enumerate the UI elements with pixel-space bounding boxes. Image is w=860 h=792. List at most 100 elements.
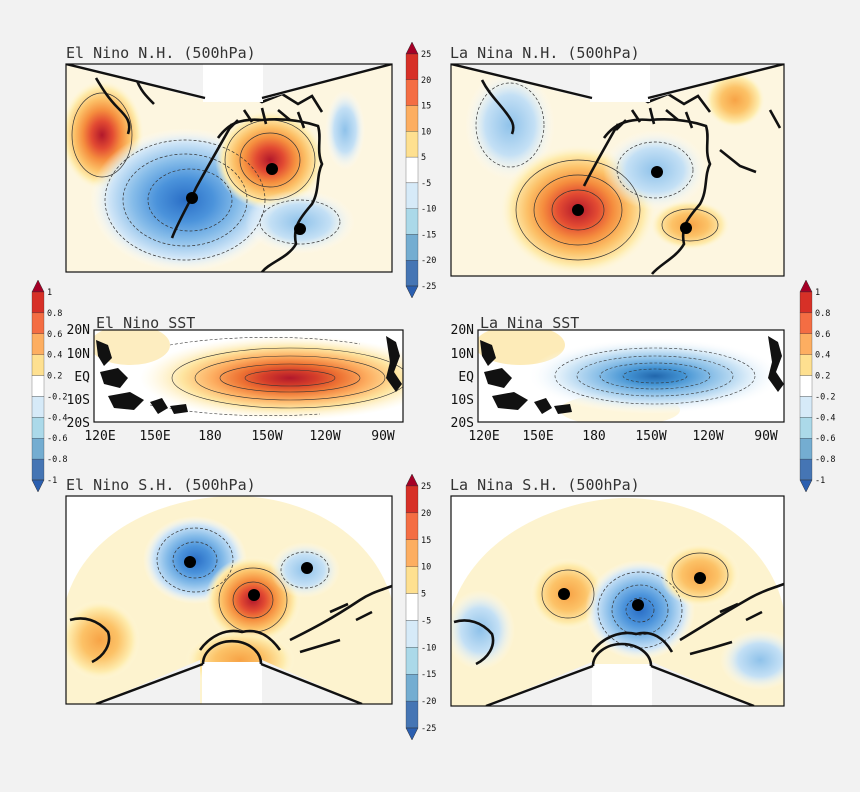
- map-frame: [93, 329, 404, 423]
- panel-la-nina-sh: La Nina S.H. (500hPa): [450, 476, 785, 707]
- colorbar-tick-label: -0.4: [815, 413, 835, 423]
- colorbar-tick-label: -10: [421, 643, 436, 653]
- lon-tick-label: 150W: [635, 429, 666, 444]
- colorbar-tick-label: -0.6: [815, 434, 835, 444]
- colorbar-tick-label: 1: [815, 288, 820, 298]
- lat-tick-label: 10N: [451, 347, 474, 362]
- lat-axis: 20N 10N EQ 10S 20S: [67, 323, 91, 431]
- coastlines: [96, 336, 402, 414]
- colorbar-tick-label: -0.4: [47, 413, 67, 423]
- colorbar-tick-label: -25: [421, 724, 436, 734]
- colorbar-tick-label: -15: [421, 230, 436, 240]
- colorbar-tick-label: -0.2: [815, 392, 835, 402]
- colorbar-bin: [799, 354, 813, 376]
- coastlines: [453, 582, 784, 666]
- colorbar-bin: [405, 131, 419, 158]
- contours-negative: [475, 82, 694, 199]
- colorbar-bin: [405, 208, 419, 235]
- panel-title: El Nino SST: [96, 314, 195, 332]
- center-marker: [694, 572, 706, 584]
- lon-tick-label: 150E: [139, 429, 170, 444]
- lat-axis: 20N 10N EQ 10S 20S: [451, 323, 475, 431]
- panel-la-nina-nh: La Nina N.H. (500hPa): [450, 44, 785, 277]
- lon-tick-label: 90W: [754, 429, 778, 444]
- colorbar-bin: [405, 539, 419, 567]
- colorbar-arrow-top: [405, 41, 419, 55]
- lat-tick-label: 20N: [67, 323, 90, 338]
- anomaly-positive-north-america: [215, 110, 325, 210]
- lon-tick-label: 120W: [309, 429, 340, 444]
- center-marker: [651, 166, 663, 178]
- contours-positive: [541, 552, 729, 619]
- center-marker: [248, 589, 260, 601]
- colorbar-tick-label: 0.4: [47, 351, 62, 361]
- panel-title: El Nino N.H. (500hPa): [66, 44, 256, 62]
- colorbar-arrow-top: [31, 279, 45, 293]
- colorbar-tick-label: -25: [421, 282, 436, 292]
- lon-tick-label: 180: [582, 429, 605, 444]
- colorbar-arrow-bottom: [405, 727, 419, 741]
- lat-tick-label: 10S: [451, 393, 474, 408]
- center-marker: [632, 599, 644, 611]
- colorbar-tick-label: -20: [421, 256, 436, 266]
- center-marker: [186, 192, 198, 204]
- colorbar-tick-label: 15: [421, 536, 431, 546]
- colorbar-tick-label: -0.8: [815, 455, 835, 465]
- colorbar-bin: [405, 674, 419, 702]
- colorbar-bin: [405, 512, 419, 540]
- colorbar-sst-right: 1 0.8 0.6 0.4 0.2 -0.2 -0.4 -0.6 -0.8 -1: [799, 279, 835, 493]
- center-marker: [301, 562, 313, 574]
- colorbar-bin: [799, 417, 813, 439]
- colorbar-bin: [405, 234, 419, 261]
- colorbar-bin: [799, 312, 813, 334]
- colorbar-tick-label: 10: [421, 127, 431, 137]
- colorbar-bin: [405, 182, 419, 209]
- colorbar-tick-label: 20: [421, 76, 431, 86]
- colorbar-bin: [799, 458, 813, 481]
- center-marker: [294, 223, 306, 235]
- colorbar-tick-label: 1: [47, 288, 52, 298]
- lon-tick-label: 120E: [84, 429, 115, 444]
- colorbar-bin: [405, 566, 419, 594]
- colorbar-arrow-top: [405, 473, 419, 487]
- colorbar-tick-label: -20: [421, 697, 436, 707]
- colorbar-tick-label: -5: [421, 179, 431, 189]
- colorbar-tick-label: 25: [421, 482, 431, 492]
- coastlines: [480, 79, 782, 275]
- colorbar-bin: [31, 458, 45, 481]
- panel-el-nino-sst: El Nino SST 20N 10N EQ 10S 20S 120E 150E…: [67, 314, 404, 444]
- lat-tick-label: 10N: [67, 347, 90, 362]
- colorbar-tick-label: 0.8: [47, 309, 62, 319]
- colorbar-bin: [799, 438, 813, 460]
- coastlines: [480, 336, 784, 414]
- lat-tick-label: 10S: [67, 393, 90, 408]
- colorbar-bin: [31, 396, 45, 418]
- colorbar-bin: [405, 485, 419, 514]
- panel-el-nino-sh: El Nino S.H. (500hPa): [65, 476, 393, 705]
- coastlines: [94, 77, 324, 272]
- colorbar-sst-left: 1 0.8 0.6 0.4 0.2 -0.2 -0.4 -0.6 -0.8 -1: [31, 279, 67, 493]
- colorbar-tick-label: -0.2: [47, 392, 67, 402]
- colorbar-tick-label: -15: [421, 670, 436, 680]
- colorbar-nh: 25 20 15 10 5 -5 -10 -15 -20 -25: [405, 41, 436, 299]
- colorbar-bin: [31, 417, 45, 439]
- lon-tick-label: 120E: [468, 429, 499, 444]
- panel-title: La Nina N.H. (500hPa): [450, 44, 640, 62]
- colorbar-bin: [799, 375, 813, 397]
- colorbar-bin: [31, 291, 45, 314]
- coastlines: [69, 584, 392, 664]
- center-marker: [572, 204, 584, 216]
- lat-tick-label: 20S: [67, 416, 90, 431]
- colorbar-bin: [799, 333, 813, 355]
- colorbar-bin: [405, 260, 419, 287]
- colorbar-bin: [405, 105, 419, 132]
- colorbar-bin: [31, 375, 45, 397]
- map-frame: [65, 495, 393, 705]
- panel-la-nina-sst: La Nina SST 20N 10N EQ 10S 20S 120E 150E…: [451, 314, 785, 444]
- colorbar-arrow-bottom: [799, 479, 813, 493]
- colorbar-bin: [405, 593, 419, 621]
- colorbar-tick-label: 5: [421, 590, 426, 600]
- colorbar-tick-label: -1: [815, 476, 825, 486]
- map-frame: [477, 329, 785, 423]
